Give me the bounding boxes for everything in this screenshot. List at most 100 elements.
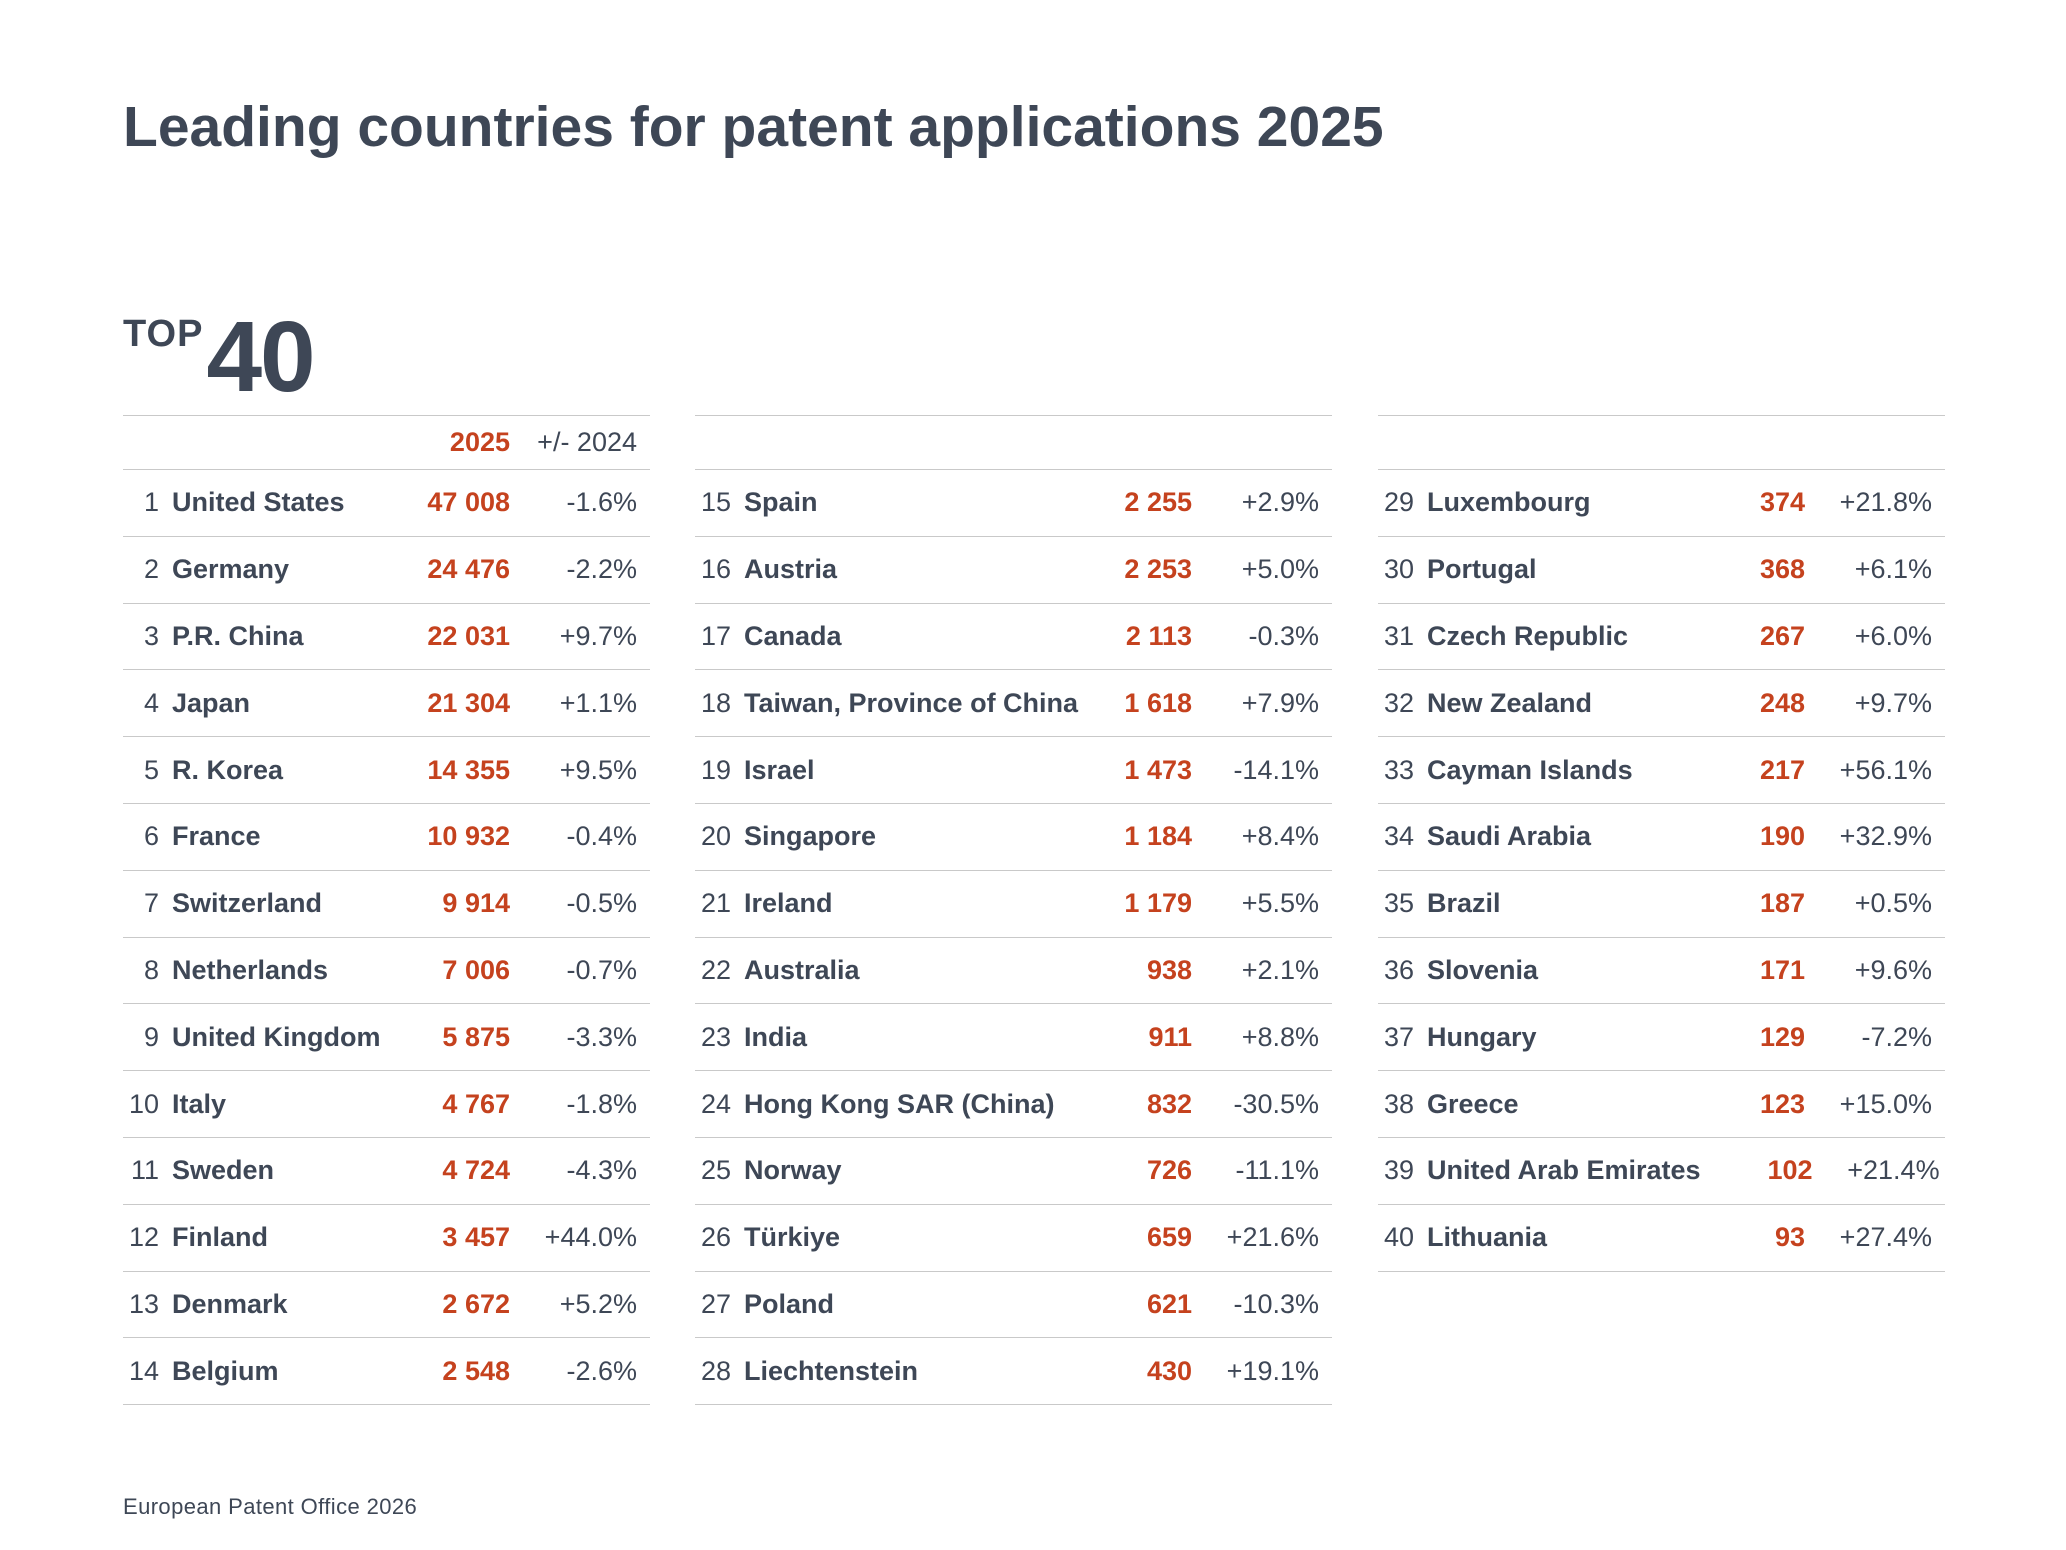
rank-cell: 2 — [143, 554, 159, 585]
country-cell: Denmark — [172, 1288, 288, 1319]
rank-cell: 30 — [1383, 554, 1414, 585]
change-cell: +1.1% — [559, 687, 637, 718]
table-row: 20 Singapore 1 184 +8.4% — [695, 804, 1332, 871]
value-cell: 430 — [1146, 1355, 1192, 1386]
change-cell: -10.3% — [1233, 1288, 1319, 1319]
country-cell: Finland — [172, 1222, 268, 1253]
rank-cell: 5 — [143, 754, 159, 785]
country-cell: India — [744, 1021, 808, 1052]
table-row: 35 Brazil 187 +0.5% — [1378, 871, 1945, 938]
rank-cell: 20 — [700, 821, 731, 852]
value-cell: 190 — [1759, 821, 1805, 852]
table-header: 2025 +/- 2024 — [123, 415, 650, 470]
rank-cell: 14 — [128, 1355, 159, 1386]
table-row: 31 Czech Republic 267 +6.0% — [1378, 604, 1945, 671]
table-row: 16 Austria 2 253 +5.0% — [695, 537, 1332, 604]
value-cell: 171 — [1759, 954, 1805, 985]
table-row: 17 Canada 2 113 -0.3% — [695, 604, 1332, 671]
rank-cell: 22 — [700, 954, 731, 985]
change-cell: +5.0% — [1241, 554, 1319, 585]
country-cell: Luxembourg — [1427, 487, 1591, 518]
change-cell: -0.7% — [566, 954, 637, 985]
change-cell: +0.5% — [1854, 888, 1932, 919]
value-cell: 911 — [1148, 1021, 1192, 1052]
value-cell: 102 — [1767, 1155, 1813, 1186]
change-cell: +2.1% — [1241, 954, 1319, 985]
change-cell: -2.2% — [566, 554, 637, 585]
rank-cell: 24 — [700, 1088, 731, 1119]
ranking-column-2: 15 Spain 2 255 +2.9% 16 Austria 2 253 +5.0% 17 Ca… — [695, 415, 1332, 1406]
country-cell: Saudi Arabia — [1427, 821, 1592, 852]
table-row: 15 Spain 2 255 +2.9% — [695, 470, 1332, 537]
country-cell: Hong Kong SAR (China) — [744, 1088, 1055, 1119]
top40-number: 40 — [206, 301, 315, 413]
rank-cell: 34 — [1383, 821, 1414, 852]
table-row: 14 Belgium 2 548 -2.6% — [123, 1338, 650, 1406]
table-row: 12 Finland 3 457 +44.0% — [123, 1205, 650, 1272]
source-note: European Patent Office 2026 — [123, 1494, 418, 1519]
value-cell: 14 355 — [427, 754, 510, 785]
rank-cell: 25 — [700, 1155, 731, 1186]
value-cell: 22 031 — [427, 620, 510, 651]
table-row: 9 United Kingdom 5 875 -3.3% — [123, 1004, 650, 1072]
top40-badge: TOP 40 — [123, 301, 316, 413]
value-cell: 4 767 — [442, 1088, 510, 1119]
rank-cell: 21 — [700, 888, 731, 919]
country-cell: Australia — [744, 954, 860, 985]
country-cell: R. Korea — [172, 754, 284, 785]
rank-cell: 19 — [700, 754, 731, 785]
table-row: 38 Greece 123 +15.0% — [1378, 1071, 1945, 1138]
value-cell: 2 253 — [1124, 554, 1192, 585]
change-cell: +9.7% — [559, 620, 637, 651]
value-cell: 2 255 — [1124, 487, 1192, 518]
country-cell: Slovenia — [1427, 954, 1539, 985]
rank-cell: 3 — [143, 620, 159, 651]
change-cell: +21.6% — [1226, 1222, 1319, 1253]
page-title: Leading countries for patent application… — [123, 95, 1384, 159]
value-cell: 217 — [1759, 754, 1805, 785]
table-row: 4 Japan 21 304 +1.1% — [123, 670, 650, 738]
table-row: 23 India 911 +8.8% — [695, 1004, 1332, 1072]
rank-cell: 11 — [130, 1155, 159, 1186]
table-row: 21 Ireland 1 179 +5.5% — [695, 871, 1332, 938]
rank-cell: 4 — [143, 687, 159, 718]
rank-cell: 1 — [143, 487, 159, 518]
change-cell: +21.8% — [1839, 487, 1932, 518]
country-cell: France — [172, 821, 261, 852]
table-header-empty — [1378, 415, 1945, 470]
country-cell: Norway — [744, 1155, 842, 1186]
table-row: 40 Lithuania 93 +27.4% — [1378, 1205, 1945, 1272]
value-cell: 659 — [1146, 1222, 1192, 1253]
value-cell: 368 — [1759, 554, 1805, 585]
value-cell: 5 875 — [442, 1021, 510, 1052]
change-cell: -4.3% — [566, 1155, 637, 1186]
table-row: 11 Sweden 4 724 -4.3% — [123, 1138, 650, 1205]
country-cell: Canada — [744, 620, 842, 651]
rank-cell: 29 — [1383, 487, 1414, 518]
country-cell: Germany — [172, 554, 290, 585]
value-cell: 621 — [1146, 1288, 1192, 1319]
value-cell: 4 724 — [442, 1155, 510, 1186]
value-cell: 93 — [1774, 1222, 1805, 1253]
table-row: 1 United States 47 008 -1.6% — [123, 470, 650, 537]
value-cell: 2 548 — [442, 1355, 510, 1386]
rank-cell: 16 — [700, 554, 731, 585]
ranking-tbody-2: 15 Spain 2 255 +2.9% 16 Austria 2 253 +5.0% 17 Ca… — [695, 470, 1332, 1406]
change-cell: -1.6% — [566, 487, 637, 518]
value-cell: 938 — [1146, 954, 1192, 985]
table-row: 10 Italy 4 767 -1.8% — [123, 1071, 650, 1138]
country-cell: Czech Republic — [1427, 620, 1629, 651]
table-header-empty — [695, 415, 1332, 470]
table-row: 18 Taiwan, Province of China 1 618 +7.9% — [695, 670, 1332, 738]
table-row: 5 R. Korea 14 355 +9.5% — [123, 737, 650, 804]
country-cell: Belgium — [172, 1355, 279, 1386]
value-cell: 3 457 — [442, 1222, 510, 1253]
value-cell: 7 006 — [442, 954, 510, 985]
change-cell: +44.0% — [544, 1222, 637, 1253]
table-row: 28 Liechtenstein 430 +19.1% — [695, 1338, 1332, 1406]
change-cell: +56.1% — [1839, 754, 1932, 785]
value-cell: 9 914 — [442, 888, 510, 919]
rank-cell: 36 — [1383, 954, 1414, 985]
table-row: 13 Denmark 2 672 +5.2% — [123, 1272, 650, 1339]
